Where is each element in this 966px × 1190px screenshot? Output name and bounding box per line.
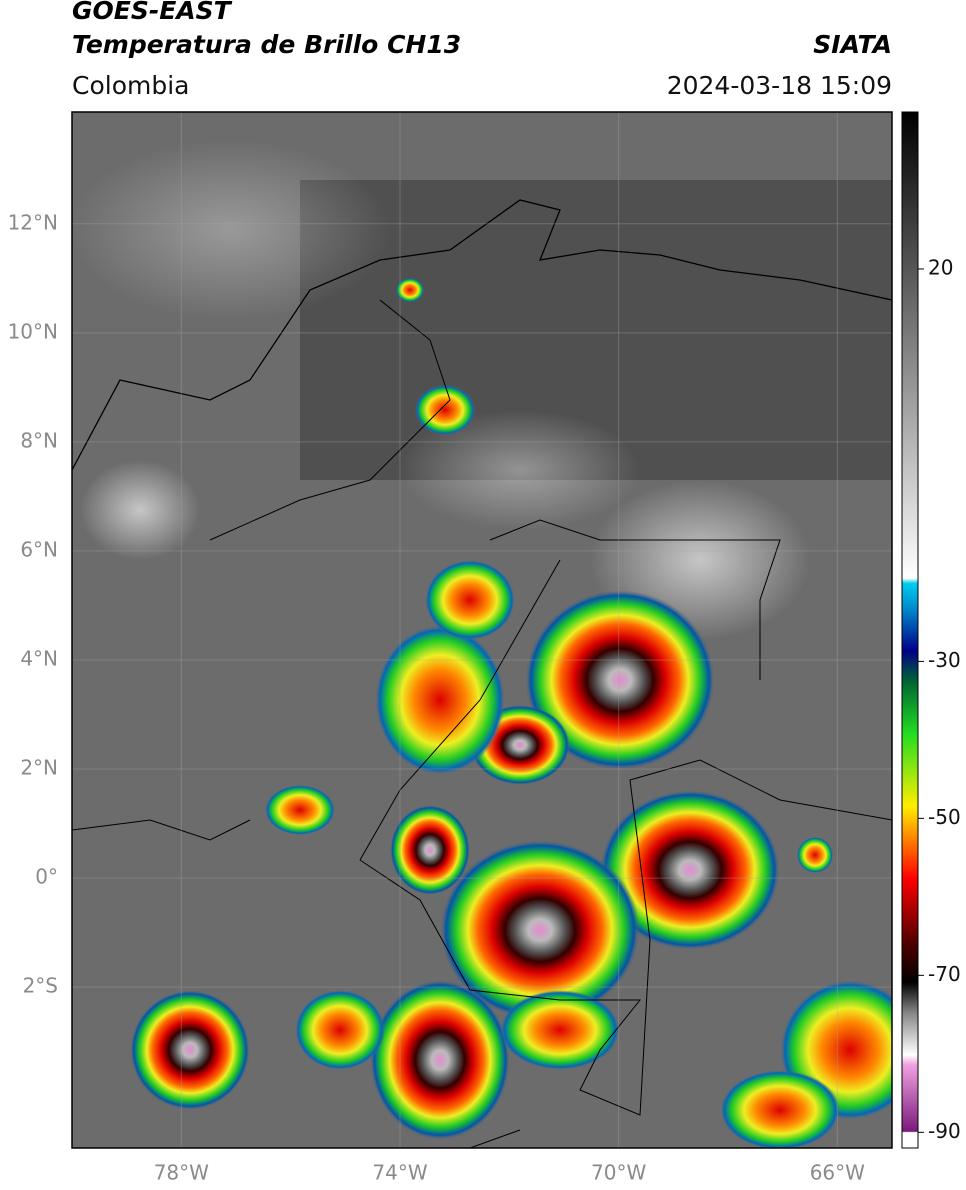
lon-tick-label: 70°W <box>591 1161 646 1185</box>
lat-tick-label: 2°N <box>20 756 58 780</box>
lat-tick-label: 10°N <box>8 319 58 343</box>
graticule <box>72 112 892 1148</box>
colorbar-tick-label: -50 <box>928 805 961 829</box>
lat-tick-label: 6°N <box>20 537 58 561</box>
satellite-image <box>72 112 892 1148</box>
colorbar-tick-label: -90 <box>928 1119 961 1143</box>
lon-tick-label: 74°W <box>372 1161 427 1185</box>
source: SIATA <box>813 30 892 59</box>
lat-tick-label: 8°N <box>20 428 58 452</box>
colorbar-tick-label: -30 <box>928 648 961 672</box>
colorbar <box>901 111 919 1149</box>
lat-tick-label: 12°N <box>8 210 58 234</box>
lat-tick-label: 2°S <box>23 974 58 998</box>
colorbar-ticks: 20 -30 -50 -70 -90 <box>918 255 961 1143</box>
lon-tick-label: 66°W <box>810 1161 865 1185</box>
region: Colombia <box>72 71 189 100</box>
map-frame <box>71 111 893 1149</box>
title: GOES-EAST <box>72 0 233 25</box>
subtitle: Temperatura de Brillo CH13 <box>72 30 461 59</box>
colorbar-tick-label: -70 <box>928 962 961 986</box>
datetime: 2024-03-18 15:09 <box>667 71 892 100</box>
colorbar-tick-label: 20 <box>928 255 953 279</box>
lon-tick-label: 78°W <box>154 1161 209 1185</box>
lat-tick-label: 4°N <box>20 646 58 670</box>
lat-tick-label: 0° <box>35 865 58 889</box>
